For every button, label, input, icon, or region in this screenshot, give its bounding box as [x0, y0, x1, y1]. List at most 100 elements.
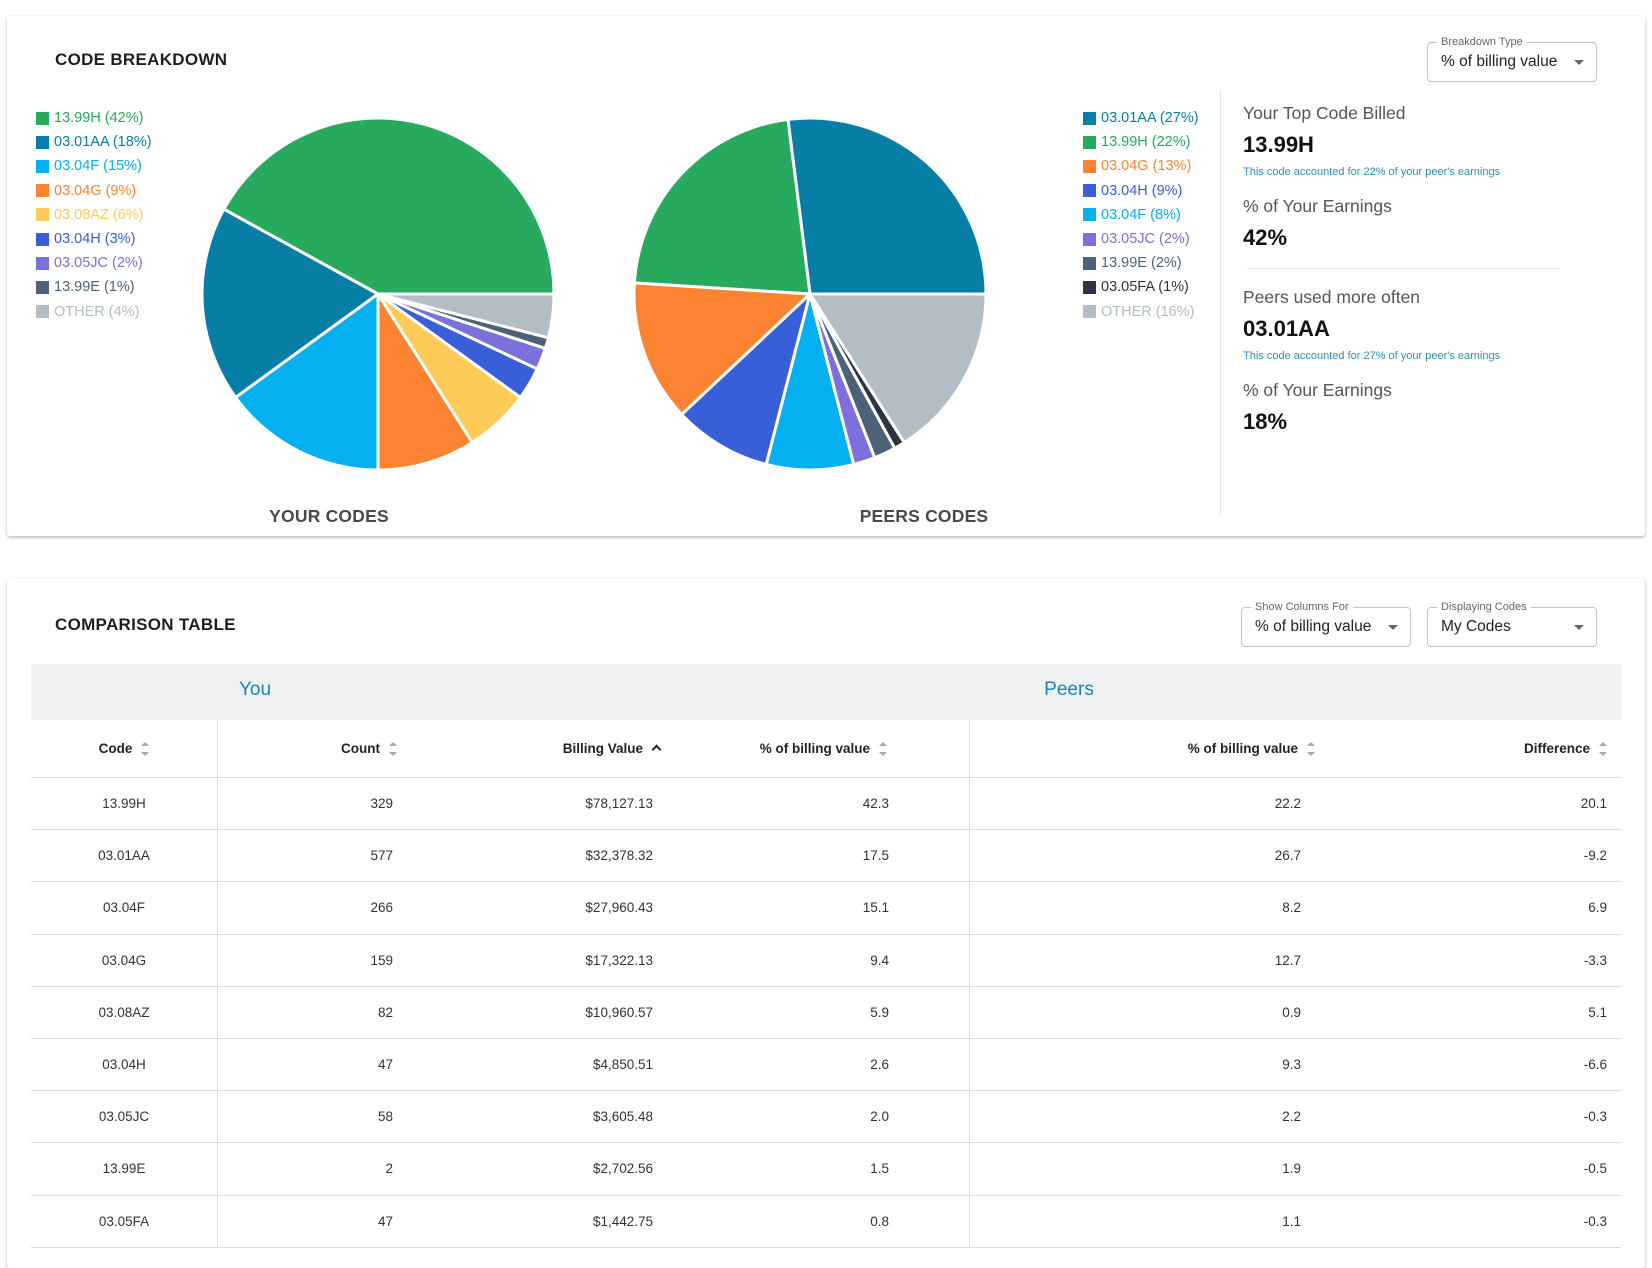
displaying-codes-select[interactable]: Displaying Codes My Codes — [1427, 600, 1597, 647]
peers-slice-03-04h[interactable] — [680, 292, 812, 466]
cell-code: 03.01AA — [98, 848, 150, 864]
your-legend-item-03-04h[interactable]: 03.04H (3%) — [36, 227, 152, 251]
comparison-table-title: COMPARISON TABLE — [55, 615, 236, 634]
column-divider — [969, 830, 970, 883]
cell-count: 266 — [370, 900, 393, 916]
peers-legend-item-03-05jc[interactable]: 03.05JC (2%) — [1083, 227, 1199, 251]
cell-you-pct-billing: 9.4 — [870, 952, 889, 968]
your-legend-item-03-04f[interactable]: 03.04F (15%) — [36, 154, 152, 178]
header-code[interactable]: Code — [31, 720, 217, 777]
column-divider — [969, 720, 970, 778]
peers-legend-item-03-04f[interactable]: 03.04F (8%) — [1083, 203, 1199, 227]
sort-ascending-icon — [652, 744, 661, 753]
displaying-codes-value: My Codes — [1441, 618, 1511, 635]
column-divider — [217, 882, 218, 935]
header-peers-pct-billing[interactable]: % of billing value — [969, 720, 1315, 777]
cell-peers-pct-billing: 9.3 — [1282, 1057, 1301, 1073]
cell-you-pct-billing: 2.0 — [870, 1109, 889, 1125]
legend-label: 03.01AA (27%) — [1101, 110, 1199, 127]
peers-legend-item-13-99e[interactable]: 13.99E (2%) — [1083, 251, 1199, 275]
displaying-codes-label: Displaying Codes — [1437, 600, 1531, 614]
cell-code: 13.99H — [102, 796, 146, 812]
legend-swatch — [36, 135, 49, 149]
cell-you-pct-billing: 0.8 — [870, 1213, 889, 1229]
chevron-down-icon — [1574, 625, 1584, 630]
stats-divider — [1220, 91, 1221, 515]
legend-label: 13.99E (1%) — [54, 279, 135, 296]
comparison-table-card: COMPARISON TABLE Show Columns For % of b… — [7, 578, 1645, 1268]
header-you-pct-billing[interactable]: % of billing value — [661, 720, 887, 777]
legend-swatch — [1083, 135, 1096, 149]
your-slice-other[interactable] — [376, 292, 556, 340]
legend-label: 13.99H (22%) — [1101, 134, 1191, 151]
legend-label: OTHER (16%) — [1101, 303, 1195, 320]
cell-code: 13.99E — [102, 1161, 146, 1177]
your-legend-item-03-04g[interactable]: 03.04G (9%) — [36, 179, 152, 203]
cell-difference: -6.6 — [1583, 1057, 1607, 1073]
cell-code: 03.05FA — [98, 1213, 150, 1229]
legend-label: 03.04H (3%) — [54, 231, 136, 248]
cell-difference: 5.1 — [1588, 1004, 1607, 1020]
header-label: Count — [341, 741, 380, 756]
header-count[interactable]: Count — [217, 720, 397, 777]
table-body: 13.99H 329 $78,127.13 42.3 22.2 20.1 03.01AA 57… — [31, 778, 1621, 1248]
code-breakdown-title: CODE BREAKDOWN — [55, 50, 228, 69]
peers-slice-03-04g[interactable] — [632, 281, 812, 416]
your-legend-item-03-05jc[interactable]: 03.05JC (2%) — [36, 251, 152, 275]
your-slice-03-01aa[interactable] — [200, 207, 380, 399]
peers-legend-item-13-99h[interactable]: 13.99H (22%) — [1083, 130, 1199, 154]
peers-legend-item-other[interactable]: OTHER (16%) — [1083, 300, 1199, 324]
show-columns-label: Show Columns For — [1251, 600, 1353, 614]
header-difference[interactable]: Difference — [1315, 720, 1607, 777]
peers-legend-item-03-04g[interactable]: 03.04G (13%) — [1083, 154, 1199, 178]
peers-codes-legend: 03.01AA (27%) 13.99H (22%) 03.04G (13%) 03.… — [1083, 106, 1199, 324]
your-slice-03-04g[interactable] — [376, 292, 474, 472]
peers-slice-03-04f[interactable] — [764, 292, 856, 472]
your-legend-item-13-99e[interactable]: 13.99E (1%) — [36, 275, 152, 299]
your-legend-item-03-08az[interactable]: 03.08AZ (6%) — [36, 203, 152, 227]
your-legend-item-03-01aa[interactable]: 03.01AA (18%) — [36, 130, 152, 154]
breakdown-type-select[interactable]: Breakdown Type % of billing value — [1427, 35, 1597, 82]
peers-used-label: Peers used more often — [1243, 287, 1421, 307]
your-codes-caption: YOUR CODES — [269, 506, 389, 526]
legend-label: 03.04G (9%) — [54, 182, 137, 199]
show-columns-select[interactable]: Show Columns For % of billing value — [1241, 600, 1411, 647]
legend-label: 03.04G (13%) — [1101, 158, 1192, 175]
table-row: 03.08AZ 82 $10,960.57 5.9 0.9 5.1 — [31, 986, 1621, 1039]
header-billing-value[interactable]: Billing Value — [397, 720, 661, 777]
peers-slice-03-01aa[interactable] — [786, 116, 988, 296]
cell-billing-value: $3,605.48 — [592, 1109, 653, 1125]
cell-peers-pct-billing: 22.2 — [1274, 796, 1301, 812]
table-row: 03.01AA 577 $32,378.32 17.5 26.7 -9.2 — [31, 830, 1621, 883]
peers-used-note: This code accounted for 27% of your peer… — [1243, 350, 1501, 362]
header-label: % of billing value — [1187, 741, 1298, 756]
peers-codes-caption: PEERS CODES — [859, 506, 989, 526]
column-divider — [217, 778, 218, 831]
peers-legend-item-03-05fa[interactable]: 03.05FA (1%) — [1083, 275, 1199, 299]
cell-code: 03.04H — [102, 1057, 146, 1073]
peers-slice-other[interactable] — [808, 292, 988, 445]
legend-label: 13.99E (2%) — [1101, 255, 1182, 272]
cell-difference: -0.3 — [1583, 1213, 1607, 1229]
column-divider — [969, 934, 970, 987]
sort-icon — [1307, 741, 1315, 757]
peers-legend-item-03-01aa[interactable]: 03.01AA (27%) — [1083, 106, 1199, 130]
cell-you-pct-billing: 15.1 — [862, 900, 889, 916]
your-legend-item-other[interactable]: OTHER (4%) — [36, 300, 152, 324]
sort-icon — [141, 741, 150, 757]
peers-used-value: 03.01AA — [1243, 316, 1330, 341]
peers-legend-item-03-04h[interactable]: 03.04H (9%) — [1083, 179, 1199, 203]
legend-label: 03.05JC (2%) — [54, 255, 143, 272]
your-legend-item-13-99h[interactable]: 13.99H (42%) — [36, 106, 152, 130]
cell-code: 03.04F — [102, 900, 146, 916]
peers-slice-13-99h[interactable] — [632, 117, 812, 296]
legend-label: 13.99H (42%) — [54, 110, 144, 127]
cell-peers-pct-billing: 26.7 — [1274, 848, 1301, 864]
your-slice-03-04f[interactable] — [234, 292, 380, 472]
top-code-earnings-label: % of Your Earnings — [1243, 196, 1392, 216]
your-slice-13-99h[interactable] — [222, 116, 556, 296]
column-divider — [969, 1195, 970, 1248]
cell-billing-value: $32,378.32 — [585, 848, 653, 864]
cell-count: 2 — [385, 1161, 393, 1177]
cell-peers-pct-billing: 12.7 — [1274, 952, 1301, 968]
